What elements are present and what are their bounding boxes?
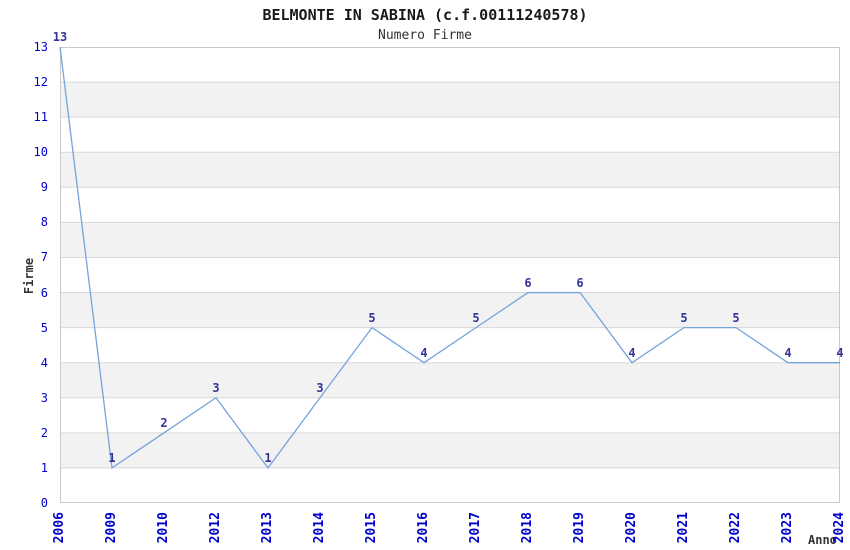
grid-band	[60, 82, 840, 118]
x-tick-label: 2024	[832, 512, 847, 544]
grid-band	[60, 397, 840, 433]
grid-band	[60, 117, 840, 153]
y-tick-label: 8	[40, 215, 48, 230]
x-tick-label: 2016	[416, 512, 431, 544]
data-label: 4	[784, 345, 792, 360]
grid-band	[60, 152, 840, 188]
grid-band	[60, 467, 840, 503]
x-tick-label: 2023	[780, 512, 795, 544]
data-label: 5	[472, 310, 480, 325]
grid-band	[60, 432, 840, 468]
x-tick-label: 2021	[676, 512, 691, 544]
grid-band	[60, 222, 840, 258]
y-tick-label: 6	[40, 285, 48, 300]
y-tick-label: 11	[33, 110, 48, 125]
y-tick-label: 7	[40, 250, 48, 265]
y-tick-label: 0	[40, 496, 48, 510]
x-tick-label: 2012	[208, 512, 223, 544]
y-tick-label: 5	[40, 320, 48, 335]
y-tick-label: 2	[40, 425, 48, 440]
chart-title: BELMONTE IN SABINA (c.f.00111240578)	[262, 6, 588, 24]
grid-band	[60, 362, 840, 398]
data-label: 2	[160, 415, 168, 430]
x-tick-label: 2010	[156, 512, 171, 544]
y-tick-label: 4	[40, 355, 48, 370]
x-tick-label: 2006	[52, 512, 67, 544]
data-label: 6	[524, 275, 532, 290]
y-tick-label: 1	[40, 460, 48, 475]
data-label: 3	[316, 380, 324, 395]
data-label: 13	[52, 30, 68, 44]
y-tick-label: 13	[33, 40, 48, 54]
y-tick-label: 3	[40, 390, 48, 405]
grid-band	[60, 292, 840, 328]
x-axis-title: Anno	[808, 533, 837, 547]
chart-subtitle: Numero Firme	[378, 28, 472, 43]
grid-band	[60, 47, 840, 83]
grid-band	[60, 187, 840, 223]
grid-band	[60, 257, 840, 293]
data-label: 5	[680, 310, 688, 325]
data-label: 6	[576, 275, 584, 290]
plot-border	[60, 47, 840, 503]
x-tick-label: 2013	[260, 512, 275, 544]
data-label: 5	[368, 310, 376, 325]
x-tick-label: 2020	[624, 512, 639, 544]
x-tick-label: 2009	[104, 512, 119, 544]
x-tick-label: 2014	[312, 512, 327, 544]
x-tick-label: 2015	[364, 512, 379, 544]
data-label: 1	[108, 450, 116, 465]
data-label: 4	[628, 345, 636, 360]
y-tick-label: 10	[33, 145, 48, 160]
x-tick-label: 2019	[572, 512, 587, 544]
data-label: 4	[836, 345, 844, 360]
data-label: 4	[420, 345, 428, 360]
x-tick-label: 2018	[520, 512, 535, 544]
data-label: 5	[732, 310, 740, 325]
x-tick-label: 2017	[468, 512, 483, 544]
line-series	[59, 46, 840, 470]
data-label: 3	[212, 380, 220, 395]
data-label: 1	[264, 450, 272, 465]
y-tick-label: 9	[40, 180, 48, 195]
x-tick-label: 2022	[728, 512, 743, 544]
y-tick-label: 12	[33, 75, 48, 90]
